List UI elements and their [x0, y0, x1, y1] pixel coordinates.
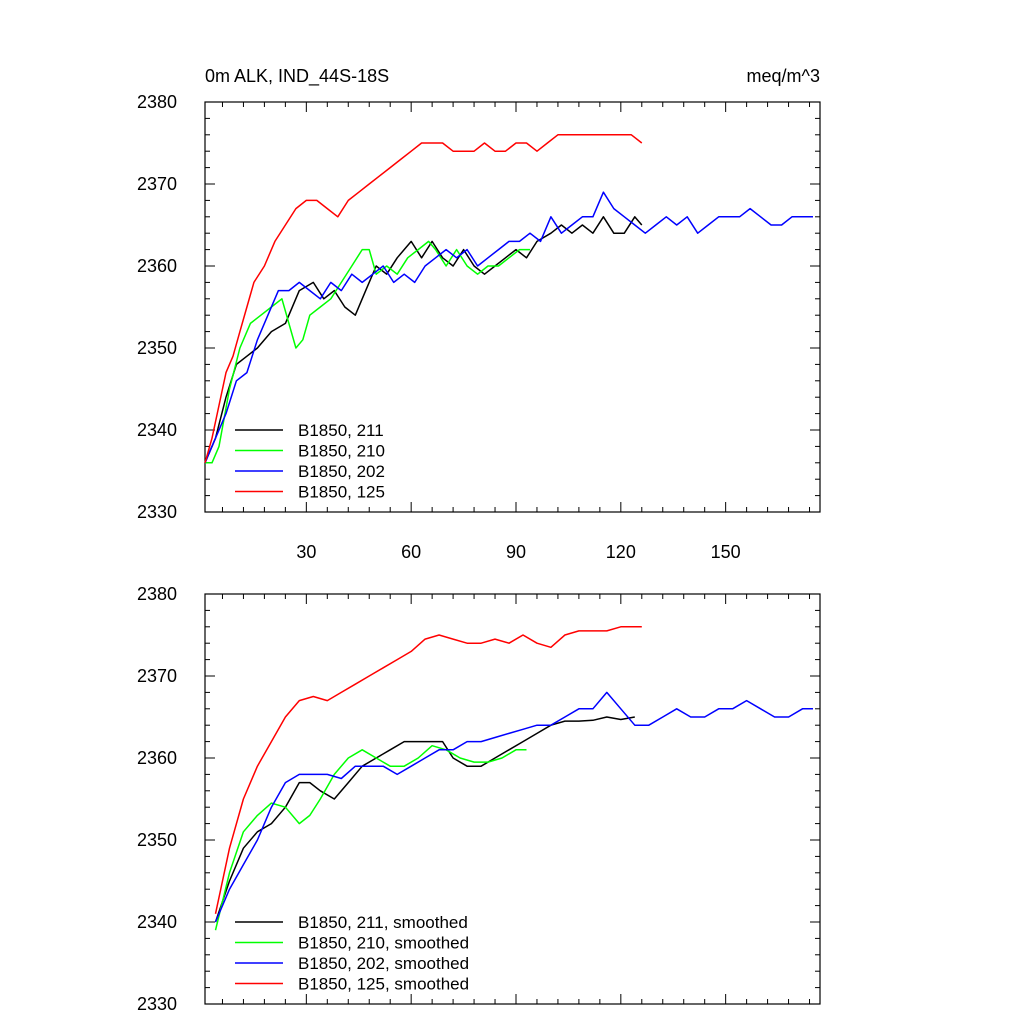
y-tick-label: 2360	[137, 256, 177, 276]
x-tick-label: 90	[506, 542, 526, 562]
x-tick-label: 60	[401, 542, 421, 562]
y-tick-label: 2380	[137, 584, 177, 604]
series-line-0	[204, 216, 643, 464]
y-tick-label: 2340	[137, 420, 177, 440]
legend-label: B1850, 202, smoothed	[298, 954, 469, 973]
y-tick-label: 2350	[137, 338, 177, 358]
x-tick-label: 150	[711, 542, 741, 562]
series-line-2	[214, 691, 813, 923]
series-line-2	[204, 191, 813, 464]
y-tick-label: 2380	[137, 92, 177, 112]
y-tick-label: 2330	[137, 502, 177, 522]
y-tick-label: 2340	[137, 912, 177, 932]
plot-frame	[204, 101, 821, 513]
series-line-3	[204, 134, 643, 464]
legend-label: B1850, 202	[298, 462, 385, 481]
series-line-1	[214, 744, 527, 931]
y-tick-label: 2370	[137, 174, 177, 194]
legend-label: B1850, 125, smoothed	[298, 975, 469, 994]
units-label: meq/m^3	[747, 66, 820, 86]
legend-label: B1850, 210	[298, 442, 385, 461]
x-tick-label: 30	[296, 542, 316, 562]
y-tick-label: 2360	[137, 748, 177, 768]
chart-title: 0m ALK, IND_44S-18S	[205, 66, 389, 87]
legend-label: B1850, 211, smoothed	[298, 913, 468, 932]
series-line-0	[214, 716, 635, 923]
plot-frame	[204, 593, 821, 1005]
legend-label: B1850, 211	[298, 421, 384, 440]
top-panel: 2330 2340 2350 2360 2370 2380 30 60 90 120 150 B185…	[137, 92, 821, 562]
legend-label: B1850, 125	[298, 483, 385, 502]
legend-label: B1850, 210, smoothed	[298, 934, 469, 953]
y-tick-label: 2350	[137, 830, 177, 850]
y-tick-label: 2330	[137, 994, 177, 1014]
y-tick-label: 2370	[137, 666, 177, 686]
bottom-panel: 2330 2340 2350 2360 2370 2380 B1850, 211, smoo…	[137, 584, 821, 1014]
series-line-1	[205, 240, 530, 464]
x-tick-label: 120	[606, 542, 636, 562]
series-line-3	[214, 626, 642, 914]
